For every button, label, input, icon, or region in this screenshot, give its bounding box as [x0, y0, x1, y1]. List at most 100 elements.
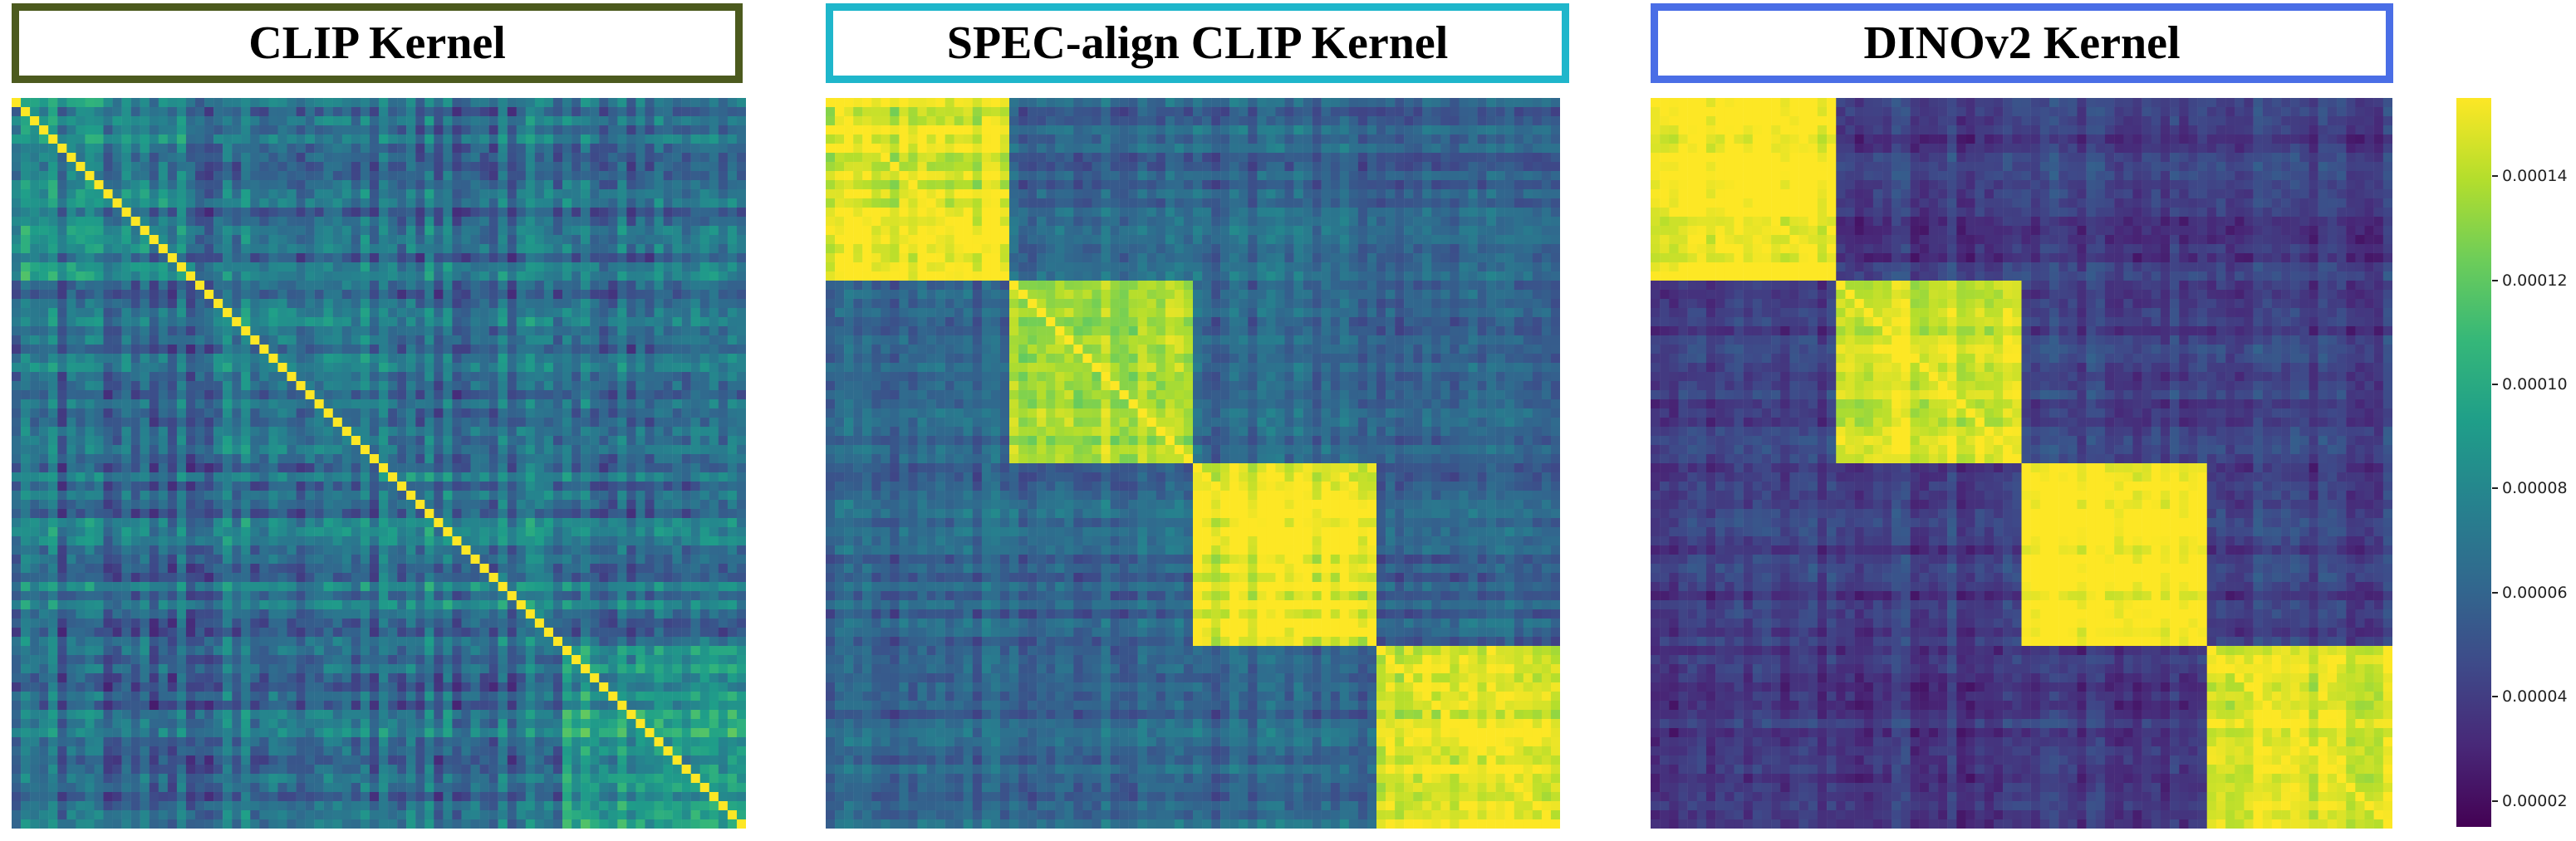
heatmap-cell [699, 144, 710, 154]
heatmap-cell [94, 646, 104, 656]
heatmap-cell [140, 153, 150, 163]
heatmap-cell [140, 646, 150, 656]
heatmap-cell [552, 573, 563, 583]
heatmap-cell [369, 454, 380, 464]
heatmap-cell [351, 153, 361, 163]
heatmap-cell [507, 189, 517, 199]
heatmap-cell [121, 98, 131, 108]
heatmap-cell [94, 372, 104, 382]
heatmap-cell [296, 107, 306, 117]
heatmap-cell [681, 107, 691, 117]
heatmap-cell [599, 226, 609, 236]
heatmap-cell [406, 436, 416, 446]
heatmap-cell [690, 317, 700, 327]
heatmap-cell [626, 628, 636, 638]
heatmap-cell [287, 555, 297, 565]
heatmap-cell [590, 573, 600, 583]
heatmap-cell [379, 637, 389, 647]
heatmap-cell [296, 600, 306, 610]
heatmap-cell [718, 500, 729, 510]
heatmap-cell [699, 591, 710, 601]
heatmap-cell [617, 628, 627, 638]
heatmap-cell [635, 134, 645, 144]
heatmap-cell [30, 518, 40, 528]
heatmap-cell [672, 609, 682, 619]
heatmap-cell [388, 600, 398, 610]
heatmap-cell [599, 98, 609, 108]
heatmap-cell [534, 372, 545, 382]
heatmap-cell [250, 153, 260, 163]
heatmap-cell [103, 198, 113, 208]
heatmap-cell [672, 153, 682, 163]
heatmap-cell [85, 281, 95, 291]
heatmap-cell [699, 372, 710, 382]
heatmap-cell [250, 107, 260, 117]
heatmap-cell [525, 536, 536, 546]
heatmap-cell [590, 98, 600, 108]
heatmap-cell [470, 454, 480, 464]
heatmap-cell [176, 664, 187, 674]
heatmap-cell [572, 500, 581, 510]
heatmap-cell [672, 335, 682, 345]
heatmap-cell [718, 345, 729, 354]
heatmap-cell [167, 472, 178, 482]
heatmap-cell [341, 600, 352, 610]
heatmap-cell [176, 253, 187, 263]
heatmap-cell [195, 107, 205, 117]
heatmap-cell [268, 198, 278, 208]
heatmap-cell [552, 235, 563, 245]
heatmap-cell [268, 226, 278, 236]
heatmap-cell [39, 418, 49, 428]
heatmap-cell [223, 162, 233, 172]
heatmap-cell [470, 500, 480, 510]
heatmap-cell [461, 573, 471, 583]
heatmap-cell [397, 198, 407, 208]
heatmap-cell [599, 171, 609, 181]
heatmap-cell [645, 235, 655, 245]
heatmap-cell [406, 600, 416, 610]
heatmap-cell [323, 144, 333, 154]
heatmap-cell [195, 98, 205, 108]
heatmap-cell [21, 262, 31, 272]
heatmap-cell [424, 646, 434, 656]
heatmap-cell [516, 445, 527, 455]
heatmap-cell [121, 171, 131, 181]
heatmap-cell [663, 655, 673, 665]
heatmap-cell [213, 226, 223, 236]
heatmap-cell [332, 500, 343, 510]
heatmap-cell [57, 180, 67, 190]
heatmap-cell [443, 144, 453, 154]
heatmap-cell [434, 637, 444, 647]
heatmap-cell [525, 436, 536, 446]
heatmap-cell [176, 308, 187, 318]
heatmap-cell [525, 609, 536, 619]
heatmap-cell [663, 463, 673, 473]
heatmap-cell [314, 436, 324, 446]
heatmap-cell [268, 472, 278, 482]
heatmap-cell [699, 235, 710, 245]
heatmap-cell [470, 545, 480, 555]
heatmap-cell [498, 427, 508, 437]
heatmap-cell [121, 500, 131, 510]
heatmap-cell [66, 463, 76, 473]
heatmap-cell [507, 545, 517, 555]
heatmap-cell [608, 491, 618, 501]
heatmap-cell [323, 217, 333, 227]
heatmap-cell [626, 564, 636, 574]
heatmap-cell [213, 646, 223, 656]
heatmap-cell [57, 98, 67, 108]
heatmap-cell [736, 463, 746, 473]
heatmap-cell [525, 418, 536, 428]
heatmap-cell [149, 491, 159, 501]
heatmap-cell [470, 628, 480, 638]
heatmap-cell [232, 171, 242, 181]
heatmap-cell [341, 619, 352, 628]
heatmap-cell [699, 354, 710, 364]
heatmap-cell [681, 445, 691, 455]
heatmap-cell [57, 125, 67, 135]
heatmap-cell [12, 363, 22, 373]
heatmap-cell [379, 600, 389, 610]
heatmap-cell [690, 189, 700, 199]
heatmap-cell [287, 354, 297, 364]
heatmap-cell [525, 226, 536, 236]
